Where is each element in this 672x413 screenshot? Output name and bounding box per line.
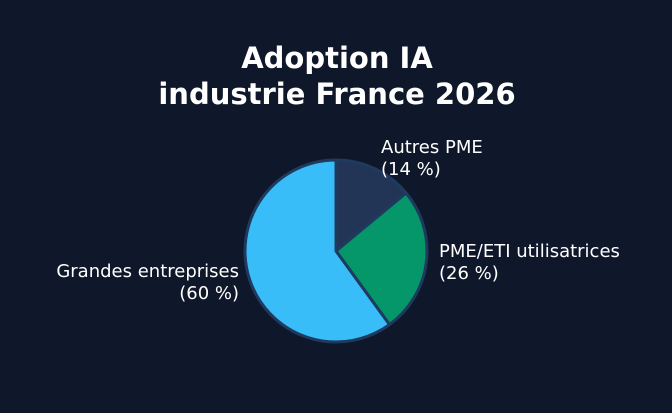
slice-label-1: Autres PME (14 %): [381, 137, 483, 180]
slice-label-value-2: (26 %): [439, 263, 499, 284]
slice-label-value-1: (14 %): [381, 159, 441, 180]
slice-label-2: PME/ETI utilisatrices (26 %): [439, 241, 620, 284]
slice-label-name-3: Grandes entreprises: [56, 261, 239, 282]
pie-slices: [243, 158, 429, 344]
slice-label-3: Grandes entreprises (60 %): [56, 261, 239, 304]
chart-title-line-2: industrie France 2026: [158, 77, 515, 111]
pie-slice-2: [334, 191, 429, 327]
slice-label-name-1: Autres PME: [381, 137, 483, 158]
pie-slice-1: [334, 158, 408, 253]
chart-title-line-1: Adoption IA: [241, 41, 433, 75]
pie-labels: Autres PME (14 %) PME/ETI utilisatrices (26…: [56, 137, 620, 304]
slice-label-name-2: PME/ETI utilisatrices: [439, 241, 620, 262]
slice-label-value-3: (60 %): [179, 283, 239, 304]
pie-slice-3: [243, 158, 391, 344]
